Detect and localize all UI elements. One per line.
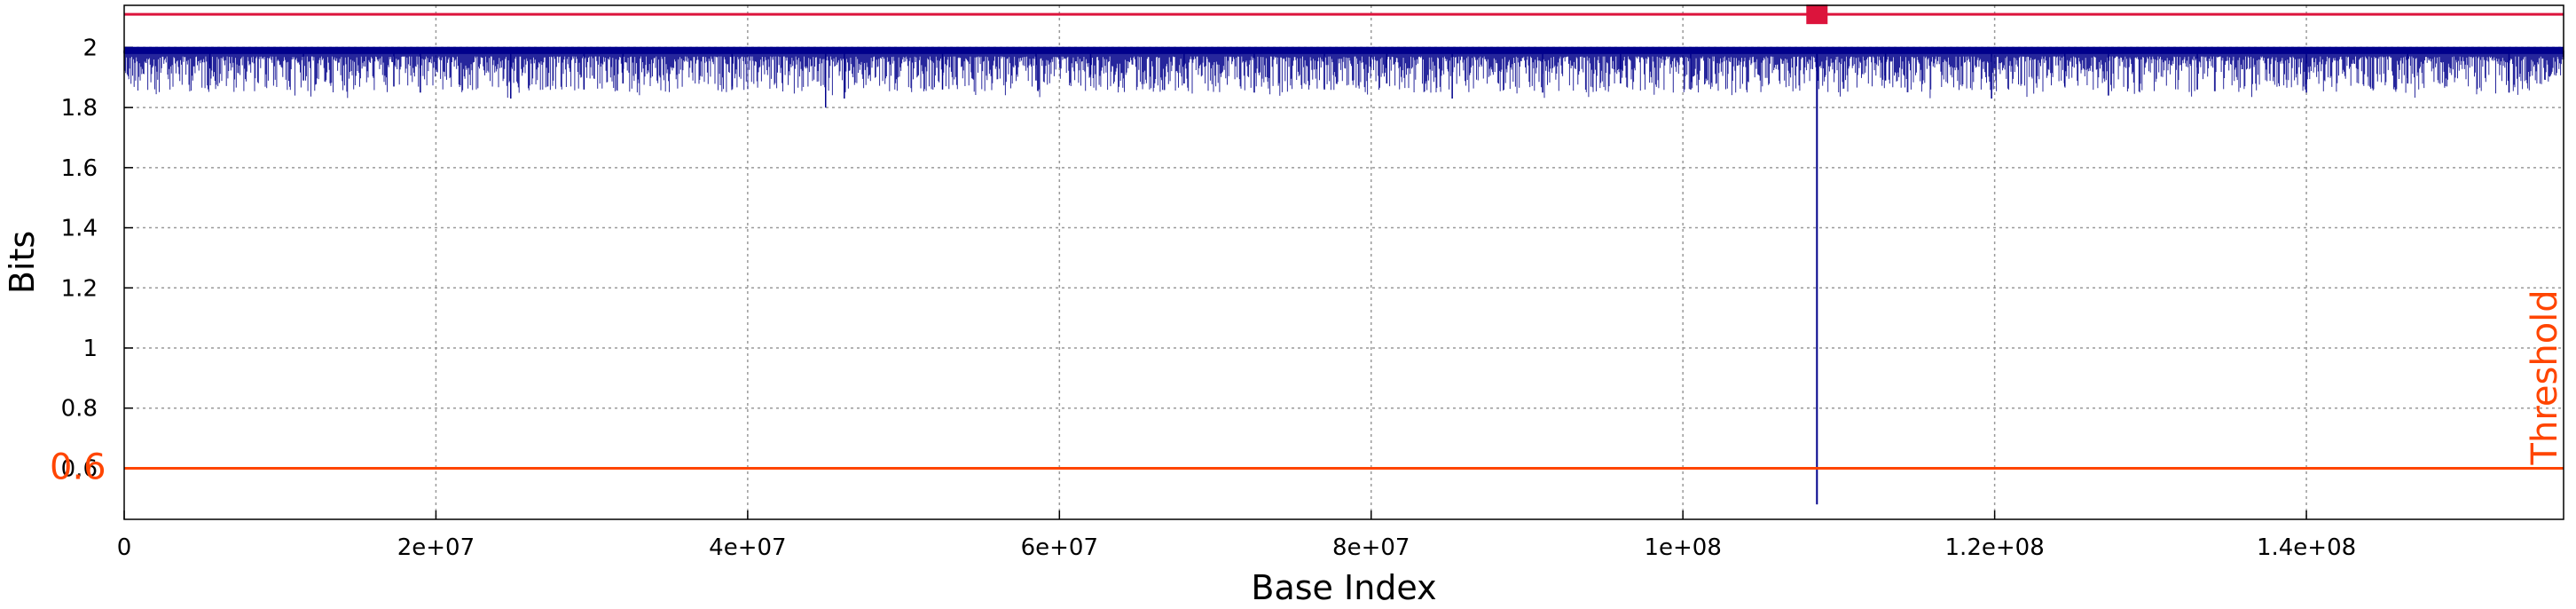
- x-tick-label: 1.2e+08: [1945, 534, 2045, 561]
- y-tick-label: 1.4: [61, 216, 98, 242]
- x-tick-label: 1.4e+08: [2257, 534, 2356, 561]
- x-axis-title: Base Index: [1251, 568, 1436, 607]
- x-tick-label: 4e+07: [709, 534, 786, 561]
- y-tick-label: 1.2: [61, 275, 98, 302]
- y-tick-label: 1: [82, 336, 98, 362]
- series-baseline-band: [124, 46, 2564, 54]
- y-axis-title: Bits: [3, 231, 42, 294]
- position-marker: [1806, 4, 1828, 25]
- y-tick-label: 1.6: [61, 155, 98, 182]
- reference-lines: 0.6 Threshold: [50, 4, 2565, 487]
- series-bits-trace: [123, 48, 2564, 505]
- threshold-title-label: Threshold: [2525, 289, 2565, 465]
- x-tick-label: 0: [117, 534, 132, 561]
- y-tick-label: 1.8: [61, 95, 98, 122]
- x-tick-label: 8e+07: [1332, 534, 1410, 561]
- x-tick-label: 1e+08: [1644, 534, 1721, 561]
- x-axis-ticks: 0 2e+07 4e+07 6e+07 8e+07 1e+08 1.2e+08 1.4e+08: [117, 510, 2356, 561]
- y-tick-label: 2: [82, 35, 98, 61]
- y-tick-label: 0.6: [61, 455, 98, 482]
- threshold-value-label: 0.6: [50, 447, 106, 487]
- x-tick-label: 2e+07: [397, 534, 475, 561]
- y-axis-ticks: 0.6 0.8 1 1.2 1.4 1.6 1.8 2: [61, 35, 133, 482]
- y-tick-label: 0.8: [61, 396, 98, 423]
- x-tick-label: 6e+07: [1021, 534, 1098, 561]
- series-layer: [123, 46, 2564, 505]
- plot-frame: [123, 4, 2564, 520]
